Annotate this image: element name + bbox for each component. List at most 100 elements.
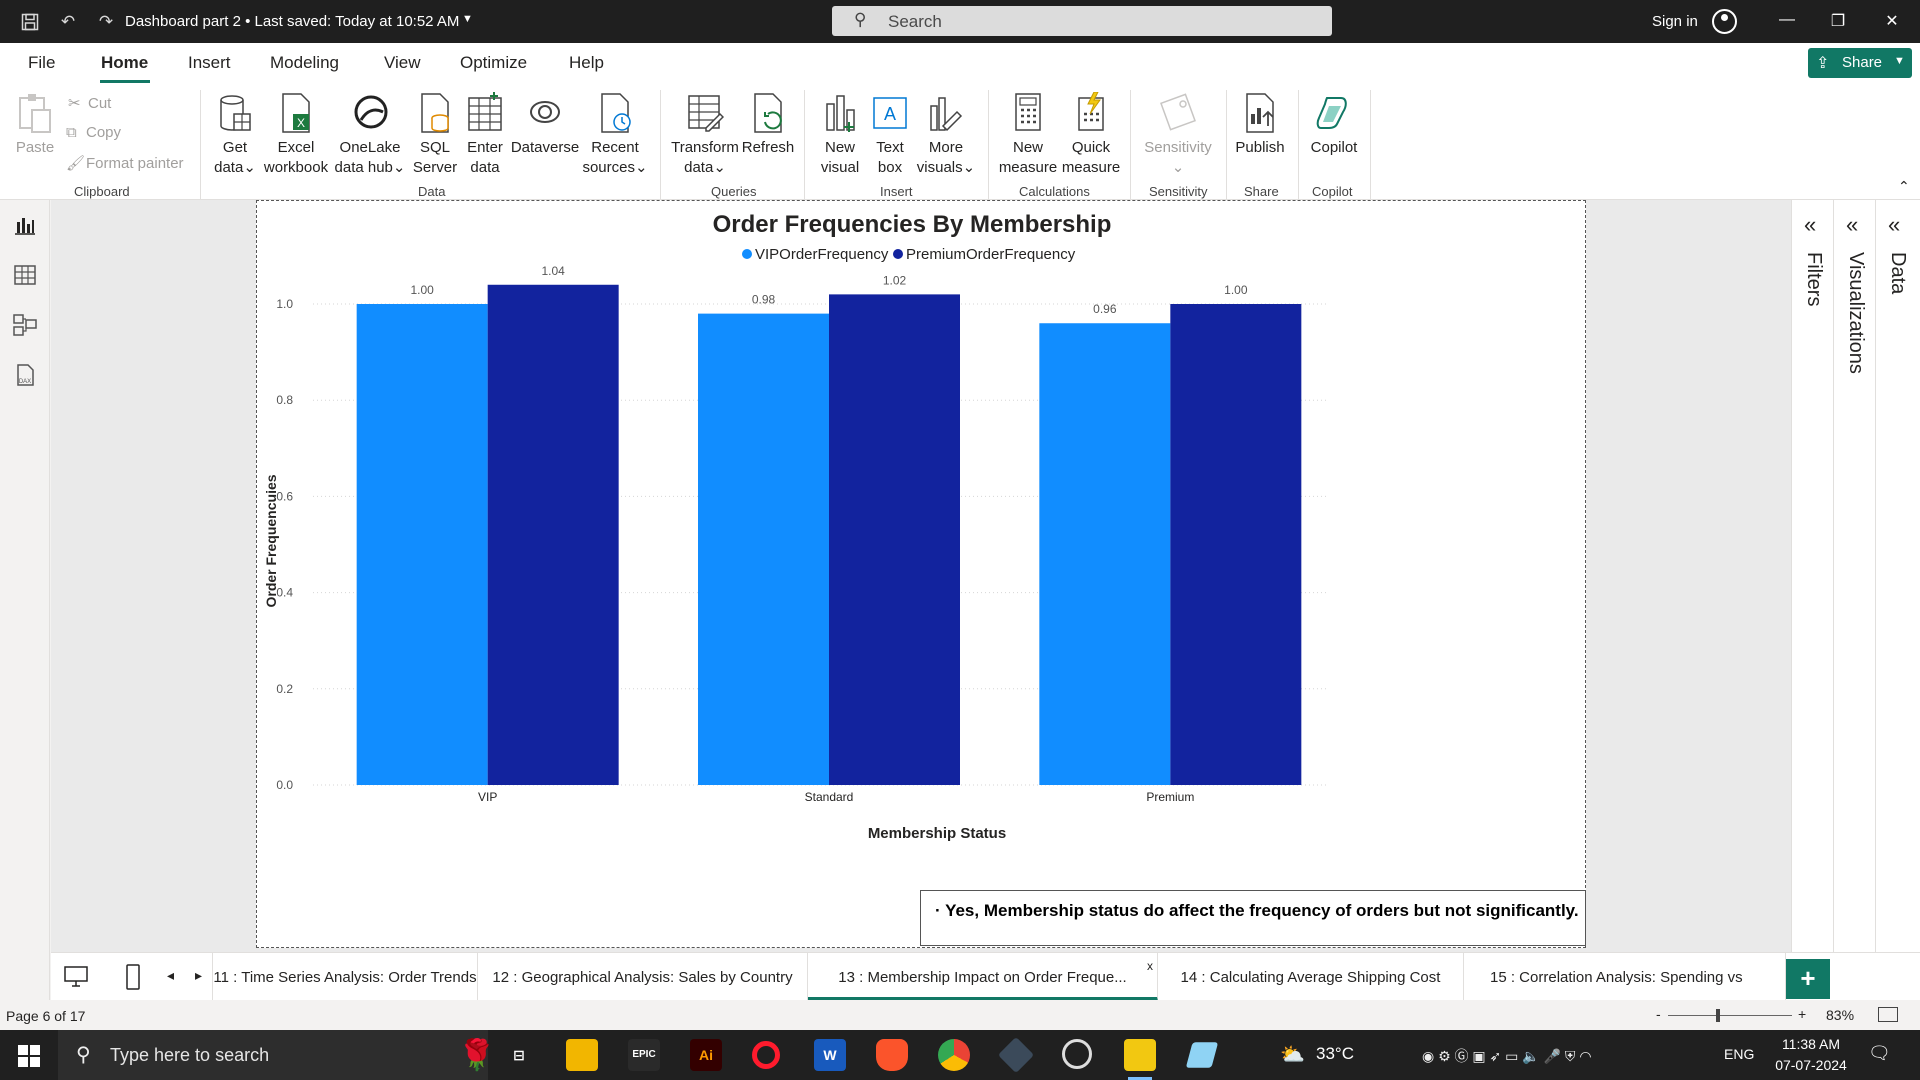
menu-help[interactable]: Help	[569, 53, 604, 72]
bar-VIPOrderFrequency-VIP[interactable]	[356, 304, 488, 785]
model-view-icon[interactable]	[12, 312, 38, 338]
clock-date[interactable]: 07-07-2024	[1775, 1057, 1847, 1073]
share-button[interactable]: ⇪ Share ▼	[1808, 48, 1912, 78]
page-tab-14[interactable]: 14 : Calculating Average Shipping Cost	[1158, 953, 1464, 1001]
clock-app-icon[interactable]	[1062, 1039, 1092, 1069]
copy-button[interactable]: ⧉ Copy	[66, 124, 121, 141]
bar-VIPOrderFrequency-Standard[interactable]	[698, 313, 829, 785]
fit-to-page-icon[interactable]	[1878, 1007, 1898, 1022]
publish-button[interactable]: Publish	[1230, 92, 1290, 158]
bar-chart[interactable]: Order Frequencies By Membership VIPOrder…	[257, 201, 1587, 949]
add-page-button[interactable]: +	[1786, 959, 1830, 999]
onelake-label-2: data hub	[334, 159, 393, 176]
format-painter-button[interactable]: 🖌Format painter	[66, 154, 184, 172]
expand-data-icon[interactable]: «	[1888, 212, 1901, 237]
redo-icon[interactable]: ↷	[98, 12, 114, 31]
more-visuals-button[interactable]: More visuals⌄	[916, 92, 976, 178]
zoom-slider[interactable]	[1668, 1015, 1792, 1016]
visualizations-pane[interactable]: « Visualizations	[1834, 200, 1876, 1000]
search-box[interactable]: ⚲ Search	[832, 6, 1332, 36]
sign-in-link[interactable]: Sign in	[1652, 13, 1698, 30]
ribbon-separator	[988, 90, 989, 200]
close-icon[interactable]: ✕	[1885, 13, 1899, 30]
quick-measure-button[interactable]: Quick measure	[1060, 92, 1122, 178]
sensitivity-button[interactable]: Sensitivity ⌄	[1138, 92, 1218, 178]
power-bi-icon[interactable]	[1124, 1039, 1156, 1071]
clock-time[interactable]: 11:38 AM	[1781, 1036, 1841, 1052]
excel-workbook-button[interactable]: X Excel workbook	[262, 92, 330, 178]
illustrator-icon[interactable]: Ai	[690, 1039, 722, 1071]
recent-sources-button[interactable]: Recent sources⌄	[582, 92, 648, 178]
refresh-button[interactable]: Refresh	[740, 92, 796, 158]
zoom-slider-thumb[interactable]	[1716, 1009, 1720, 1022]
app-icon[interactable]	[1185, 1042, 1219, 1068]
undo-icon[interactable]: ↶	[60, 12, 76, 31]
zoom-out-button[interactable]: -	[1656, 1006, 1661, 1022]
page-tab-13[interactable]: 13 : Membership Impact on Order Freque..…	[808, 953, 1158, 1001]
dataverse-button[interactable]: Dataverse	[510, 92, 580, 158]
chrome-icon[interactable]	[938, 1039, 970, 1071]
transform-label-1: Transform	[671, 139, 739, 156]
taskbar-search[interactable]: ⚲ Type here to search 🌹	[58, 1030, 495, 1080]
collapse-ribbon-icon[interactable]: ⌃	[1898, 178, 1910, 194]
task-view-icon[interactable]: ⊟	[513, 1047, 525, 1063]
sql-server-button[interactable]: SQL Server	[412, 92, 458, 178]
tray-icons[interactable]: ◉ ⚙ Ⓖ ▣ ➶ ▭ 🔈 🎤 ⛨ ◠	[1422, 1048, 1592, 1064]
close-tab-icon[interactable]: x	[1147, 959, 1153, 973]
save-icon[interactable]	[18, 10, 42, 34]
file-explorer-icon[interactable]	[566, 1039, 598, 1071]
opera-icon[interactable]	[752, 1041, 780, 1069]
new-measure-button[interactable]: New measure	[996, 92, 1060, 178]
menu-modeling[interactable]: Modeling	[270, 53, 339, 72]
data-pane[interactable]: « Data	[1876, 200, 1918, 1000]
windows-start-icon[interactable]	[18, 1045, 40, 1067]
minimize-icon[interactable]: —	[1779, 11, 1795, 28]
menu-optimize[interactable]: Optimize	[460, 53, 528, 72]
bar-PremiumOrderFrequency-VIP[interactable]	[487, 284, 619, 785]
weather-temperature[interactable]: 33°C	[1316, 1044, 1354, 1063]
menu-home[interactable]: Home	[101, 53, 149, 72]
search-placeholder: Search	[888, 12, 942, 31]
mobile-layout-icon[interactable]	[125, 963, 141, 991]
paste-button[interactable]: Paste	[14, 92, 56, 158]
desktop-layout-icon[interactable]	[63, 965, 89, 989]
get-data-button[interactable]: Get data⌄	[208, 92, 262, 178]
zoom-in-button[interactable]: +	[1798, 1006, 1807, 1022]
text-box-button[interactable]: A Text box	[866, 92, 914, 178]
bar-PremiumOrderFrequency-Standard[interactable]	[829, 294, 960, 785]
language-indicator[interactable]: ENG	[1724, 1046, 1755, 1062]
legend-item[interactable]: PremiumOrderFrequency	[906, 246, 1076, 263]
menu-insert[interactable]: Insert	[188, 53, 231, 72]
dax-query-view-icon[interactable]: DAX	[12, 362, 38, 388]
report-view-icon[interactable]	[12, 212, 38, 238]
next-page-icon[interactable]: ▸	[195, 967, 203, 983]
filters-pane[interactable]: « Filters	[1792, 200, 1834, 1000]
brave-icon[interactable]	[876, 1039, 908, 1071]
enter-data-button[interactable]: Enter data	[462, 92, 508, 178]
menu-view[interactable]: View	[384, 53, 421, 72]
onelake-data-hub-button[interactable]: OneLake data hub⌄	[330, 92, 410, 178]
copilot-button[interactable]: Copilot	[1304, 92, 1364, 158]
notifications-icon[interactable]: 🗨	[1868, 1043, 1891, 1063]
app-icon[interactable]	[997, 1036, 1035, 1074]
insight-text-box[interactable]: · Yes, Membership status do affect the f…	[920, 890, 1586, 946]
previous-page-icon[interactable]: ◂	[167, 967, 175, 983]
transform-data-button[interactable]: Transform data⌄	[670, 92, 740, 178]
expand-visualizations-icon[interactable]: «	[1846, 212, 1859, 237]
bar-VIPOrderFrequency-Premium[interactable]	[1039, 323, 1171, 785]
title-dropdown-icon[interactable]: ▼	[462, 13, 473, 25]
new-visual-button[interactable]: New visual	[812, 92, 868, 178]
word-icon[interactable]: W	[814, 1039, 846, 1071]
page-tab-15[interactable]: 15 : Correlation Analysis: Spending vs	[1464, 953, 1786, 1001]
account-icon[interactable]	[1712, 9, 1737, 34]
restore-icon[interactable]: ❐	[1830, 13, 1846, 30]
bar-PremiumOrderFrequency-Premium[interactable]	[1170, 304, 1302, 785]
page-tab-11[interactable]: 11 : Time Series Analysis: Order Trends	[212, 953, 478, 1001]
page-tab-12[interactable]: 12 : Geographical Analysis: Sales by Cou…	[478, 953, 808, 1001]
menu-file[interactable]: File	[28, 53, 56, 72]
cut-button[interactable]: ✂ Cut	[68, 94, 111, 112]
expand-filters-icon[interactable]: «	[1804, 212, 1817, 237]
epic-games-icon[interactable]: EPIC	[628, 1039, 660, 1071]
legend-item[interactable]: VIPOrderFrequency	[755, 246, 889, 263]
table-view-icon[interactable]	[12, 262, 38, 288]
